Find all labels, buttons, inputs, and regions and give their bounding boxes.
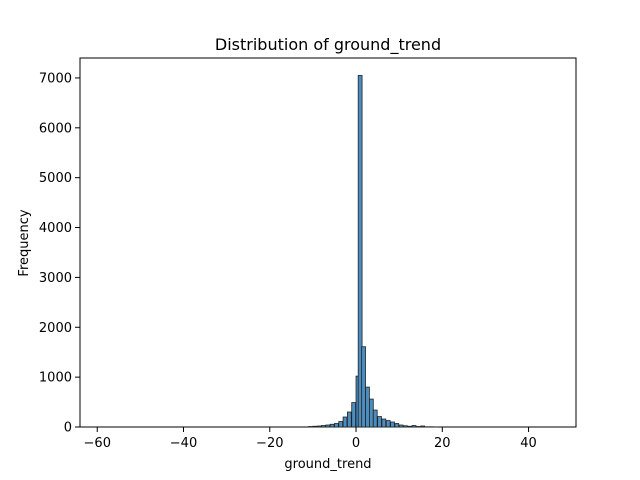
plot-frame [79,57,577,428]
y-tick-label: 0 [64,421,72,436]
x-tick-label: −20 [256,436,283,451]
y-tick-label: 2000 [39,321,72,336]
histogram-bar [398,424,404,428]
x-tick-label: −60 [84,436,111,451]
histogram-bar [342,416,348,428]
histogram-bar [372,409,378,428]
y-tick-label: 1000 [39,371,72,386]
histogram-bar [420,425,426,428]
histogram-bar [416,426,421,428]
chart-title: Distribution of ground_trend [215,35,441,55]
histogram-bar [394,423,400,428]
y-tick-label: 5000 [39,171,72,186]
histogram-bar [338,421,344,428]
y-tick-label: 7000 [39,71,72,86]
x-axis-label: ground_trend [284,457,371,472]
histogram-bar [357,75,363,428]
y-tick-label: 4000 [39,221,72,236]
histogram-bar [403,425,408,428]
histogram-bar [308,426,313,428]
histogram-bar [351,402,357,428]
histogram-bar [381,418,387,428]
histogram-bar [316,425,322,428]
y-tick-label: 6000 [39,121,72,136]
histogram-bar [347,411,352,428]
histogram-bar [361,346,366,428]
histogram-bar [365,386,370,428]
histogram-bar [329,423,335,428]
histogram-bar [407,425,413,428]
x-tick-label: 40 [520,436,537,451]
x-tick-label: −40 [170,436,197,451]
histogram-bar [334,423,339,428]
histogram-bar [321,425,326,428]
bars-layer [308,75,438,428]
y-axis-label: Frequency [17,209,32,276]
histogram-bar [325,424,331,428]
histogram-bar [390,421,395,428]
histogram-bar [385,420,391,428]
y-axis: 0 1000 2000 3000 4000 5000 6000 7000 [39,71,80,436]
histogram-bar [377,416,382,428]
y-tick-label: 3000 [39,271,72,286]
histogram-bar [369,398,374,428]
x-tick-label: 20 [434,436,451,451]
x-axis: −60 −40 −20 0 20 40 [84,427,537,451]
x-tick-label: 0 [352,436,360,451]
histogram-bar [411,425,417,428]
histogram-bar [312,425,318,428]
